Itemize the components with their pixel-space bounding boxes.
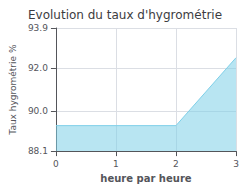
svg-text:90.0: 90.0 <box>28 106 48 116</box>
svg-text:92.0: 92.0 <box>28 63 48 73</box>
svg-text:2: 2 <box>173 159 179 169</box>
svg-text:3: 3 <box>233 159 239 169</box>
svg-text:1: 1 <box>113 159 119 169</box>
svg-text:heure par heure: heure par heure <box>100 173 191 184</box>
svg-text:Evolution du taux d'hygrométri: Evolution du taux d'hygrométrie <box>28 8 222 22</box>
svg-text:0: 0 <box>53 159 59 169</box>
svg-text:Taux hygrométrie %: Taux hygrométrie % <box>8 44 18 136</box>
svg-text:88.1: 88.1 <box>28 146 48 156</box>
svg-text:93.9: 93.9 <box>28 23 48 33</box>
